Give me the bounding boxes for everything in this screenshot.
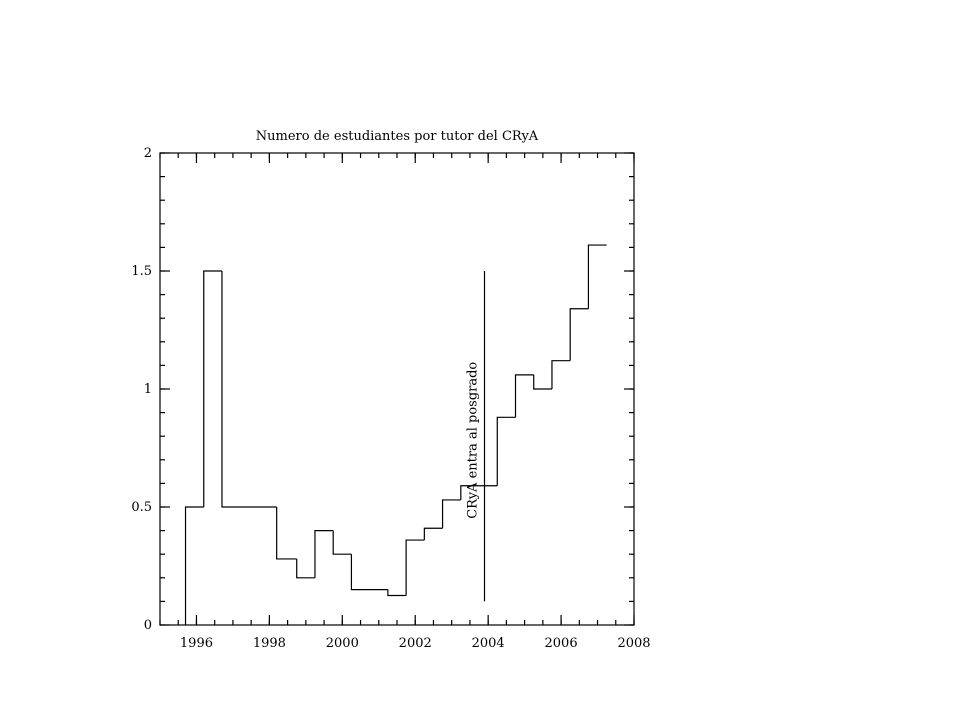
x-tick-label: 2008 bbox=[617, 636, 650, 651]
chart-title: Numero de estudiantes por tutor del CRyA bbox=[256, 129, 539, 144]
y-tick-label: 0.5 bbox=[131, 500, 152, 515]
step bbox=[569, 308, 589, 361]
annotation-label: CRyA entra al posgrado bbox=[466, 362, 481, 519]
y-tick-label: 1 bbox=[144, 382, 152, 397]
step bbox=[514, 374, 534, 418]
plot-frame bbox=[159, 152, 635, 626]
step bbox=[551, 360, 571, 389]
y-tick-label: 0 bbox=[144, 618, 152, 633]
step bbox=[203, 270, 222, 507]
step bbox=[184, 506, 204, 625]
step bbox=[332, 530, 352, 555]
step bbox=[496, 416, 516, 486]
x-tick-label: 2004 bbox=[472, 636, 505, 651]
x-tick-label: 2002 bbox=[399, 636, 432, 651]
step bbox=[441, 499, 461, 529]
step bbox=[296, 558, 315, 579]
step bbox=[423, 527, 443, 541]
x-tick-label: 1996 bbox=[180, 636, 213, 651]
step bbox=[587, 244, 607, 309]
y-tick-label: 2 bbox=[144, 146, 152, 161]
y-tick-label: 1.5 bbox=[131, 264, 152, 279]
step bbox=[221, 271, 277, 508]
step bbox=[387, 589, 407, 597]
x-tick-label: 2006 bbox=[545, 636, 578, 651]
step bbox=[460, 485, 498, 500]
x-tick-label: 1998 bbox=[253, 636, 286, 651]
step bbox=[533, 374, 552, 390]
step bbox=[276, 507, 297, 560]
step bbox=[405, 539, 425, 596]
x-tick-label: 2000 bbox=[326, 636, 359, 651]
step bbox=[350, 554, 388, 591]
step bbox=[314, 530, 334, 578]
